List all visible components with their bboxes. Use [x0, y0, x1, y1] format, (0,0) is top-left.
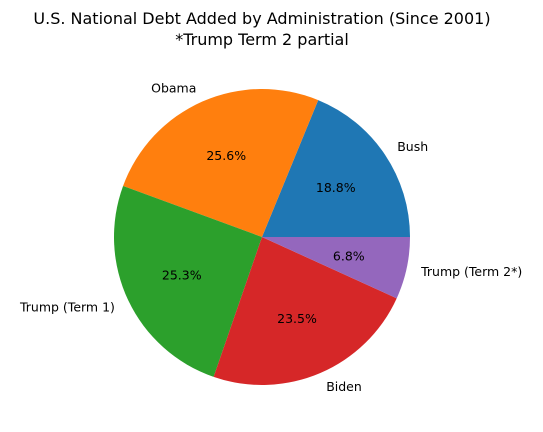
- chart-title: U.S. National Debt Added by Administrati…: [33, 9, 490, 28]
- pie-slice-0: [262, 100, 410, 237]
- slice-pct-label-4: 6.8%: [333, 248, 365, 263]
- slice-label-3: Biden: [326, 379, 362, 394]
- pie-labels: Bush 18.8% Obama 25.6% Trump (Term 1) 25.3% Bi…: [19, 81, 522, 395]
- slice-label-4: Trump (Term 2*): [420, 264, 522, 279]
- pie-slice-4: [262, 237, 410, 299]
- slice-label-1: Obama: [151, 81, 196, 96]
- slice-pct-label-3: 23.5%: [277, 311, 317, 326]
- slice-pct-label-2: 25.3%: [162, 268, 202, 283]
- slice-pct-label-1: 25.6%: [206, 148, 246, 163]
- pie-slice-3: [213, 237, 397, 386]
- pie-slice-1: [123, 89, 319, 237]
- slice-pct-label-0: 18.8%: [316, 180, 356, 195]
- pie-slice-2: [114, 185, 262, 377]
- pie-slices: [114, 89, 410, 386]
- slice-label-0: Bush: [397, 139, 428, 154]
- slice-label-2: Trump (Term 1): [19, 299, 115, 314]
- chart-subtitle: *Trump Term 2 partial: [175, 30, 349, 49]
